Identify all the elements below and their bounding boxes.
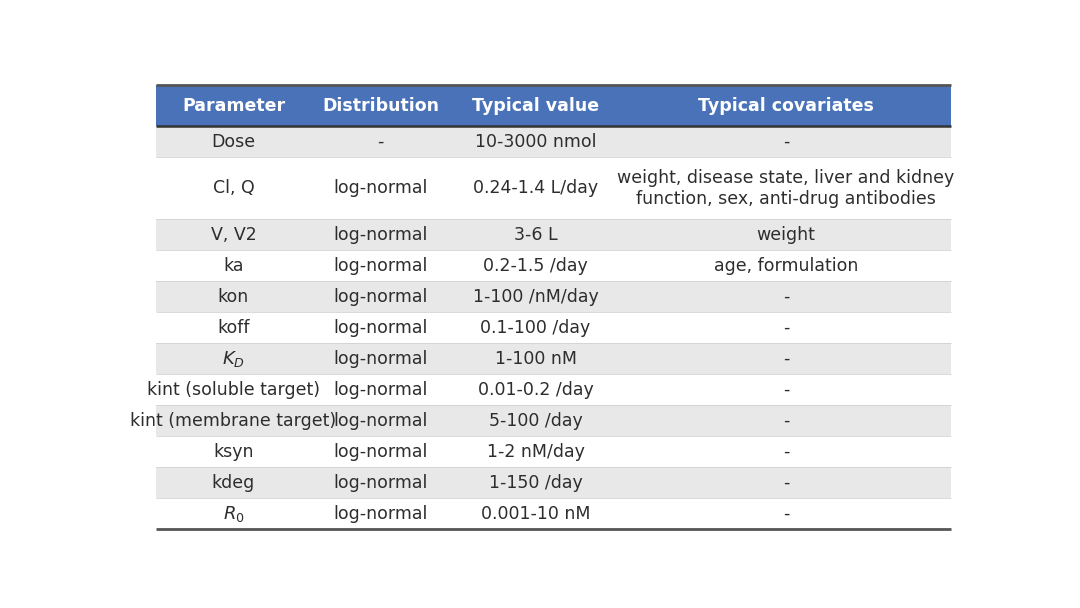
- Text: 1-150 /day: 1-150 /day: [489, 474, 582, 492]
- Bar: [156, 468, 951, 499]
- Bar: [156, 437, 951, 468]
- Text: kon: kon: [218, 288, 249, 306]
- Text: 0.2-1.5 /day: 0.2-1.5 /day: [483, 257, 588, 275]
- Text: log-normal: log-normal: [334, 319, 428, 337]
- Text: -: -: [783, 412, 789, 430]
- Text: koff: koff: [217, 319, 249, 337]
- Text: weight: weight: [757, 226, 815, 244]
- Text: 1-100 nM: 1-100 nM: [495, 350, 577, 368]
- Text: log-normal: log-normal: [334, 505, 428, 523]
- Bar: [156, 499, 951, 530]
- Text: Cl, Q: Cl, Q: [213, 179, 254, 198]
- Text: -: -: [783, 505, 789, 523]
- Bar: [156, 282, 951, 313]
- Text: log-normal: log-normal: [334, 412, 428, 430]
- Text: Distribution: Distribution: [322, 97, 440, 114]
- Text: 3-6 L: 3-6 L: [514, 226, 557, 244]
- Text: log-normal: log-normal: [334, 179, 428, 198]
- Text: log-normal: log-normal: [334, 381, 428, 399]
- Text: ka: ka: [224, 257, 244, 275]
- Bar: [156, 126, 951, 157]
- Text: log-normal: log-normal: [334, 350, 428, 368]
- Text: -: -: [783, 350, 789, 368]
- Text: 0.24-1.4 L/day: 0.24-1.4 L/day: [473, 179, 598, 198]
- Text: 10-3000 nmol: 10-3000 nmol: [475, 133, 596, 151]
- Bar: [156, 406, 951, 437]
- Bar: [156, 344, 951, 375]
- Bar: [156, 375, 951, 406]
- Text: ksyn: ksyn: [213, 443, 254, 461]
- Text: Dose: Dose: [212, 133, 256, 151]
- Text: -: -: [783, 381, 789, 399]
- Text: Typical covariates: Typical covariates: [698, 97, 874, 114]
- Text: 1-2 nM/day: 1-2 nM/day: [487, 443, 584, 461]
- Text: log-normal: log-normal: [334, 257, 428, 275]
- Text: kint (membrane target): kint (membrane target): [131, 412, 337, 430]
- Text: kint (soluble target): kint (soluble target): [147, 381, 320, 399]
- Bar: [156, 250, 951, 282]
- Text: 0.1-100 /day: 0.1-100 /day: [481, 319, 591, 337]
- Bar: [156, 219, 951, 250]
- Bar: [156, 313, 951, 344]
- Text: 0.001-10 nM: 0.001-10 nM: [481, 505, 591, 523]
- Text: -: -: [783, 319, 789, 337]
- Text: $K_D$: $K_D$: [222, 349, 245, 369]
- Text: log-normal: log-normal: [334, 443, 428, 461]
- Text: -: -: [783, 474, 789, 492]
- Text: -: -: [377, 133, 383, 151]
- Text: V, V2: V, V2: [211, 226, 256, 244]
- Text: log-normal: log-normal: [334, 226, 428, 244]
- Text: $R_0$: $R_0$: [222, 504, 244, 524]
- Text: weight, disease state, liver and kidney
function, sex, anti-drug antibodies: weight, disease state, liver and kidney …: [618, 169, 955, 208]
- Text: 0.01-0.2 /day: 0.01-0.2 /day: [477, 381, 594, 399]
- Text: log-normal: log-normal: [334, 288, 428, 306]
- Text: log-normal: log-normal: [334, 474, 428, 492]
- Text: Typical value: Typical value: [472, 97, 599, 114]
- Bar: [156, 157, 951, 219]
- Bar: [156, 85, 951, 126]
- Text: -: -: [783, 133, 789, 151]
- Text: age, formulation: age, formulation: [714, 257, 859, 275]
- Text: 5-100 /day: 5-100 /day: [489, 412, 582, 430]
- Text: Parameter: Parameter: [181, 97, 285, 114]
- Text: -: -: [783, 443, 789, 461]
- Text: -: -: [783, 288, 789, 306]
- Text: 1-100 /nM/day: 1-100 /nM/day: [473, 288, 598, 306]
- Text: kdeg: kdeg: [212, 474, 255, 492]
